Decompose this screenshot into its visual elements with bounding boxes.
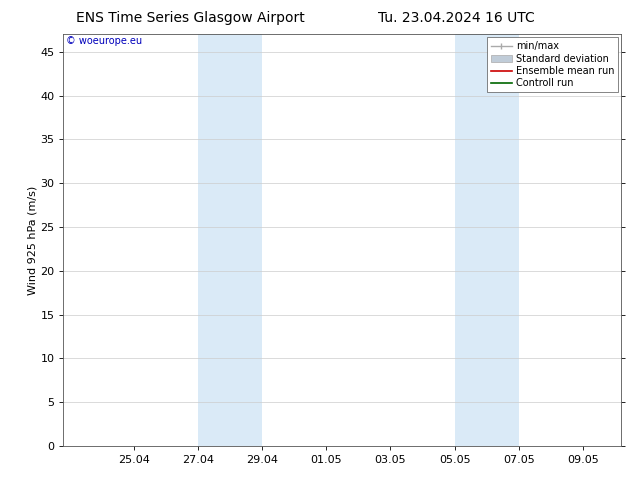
- Legend: min/max, Standard deviation, Ensemble mean run, Controll run: min/max, Standard deviation, Ensemble me…: [487, 37, 618, 92]
- Bar: [198, 34, 262, 446]
- Bar: [455, 34, 519, 446]
- Text: Tu. 23.04.2024 16 UTC: Tu. 23.04.2024 16 UTC: [378, 11, 535, 25]
- Text: ENS Time Series Glasgow Airport: ENS Time Series Glasgow Airport: [76, 11, 304, 25]
- Y-axis label: Wind 925 hPa (m/s): Wind 925 hPa (m/s): [27, 186, 37, 294]
- Text: © woeurope.eu: © woeurope.eu: [66, 36, 142, 47]
